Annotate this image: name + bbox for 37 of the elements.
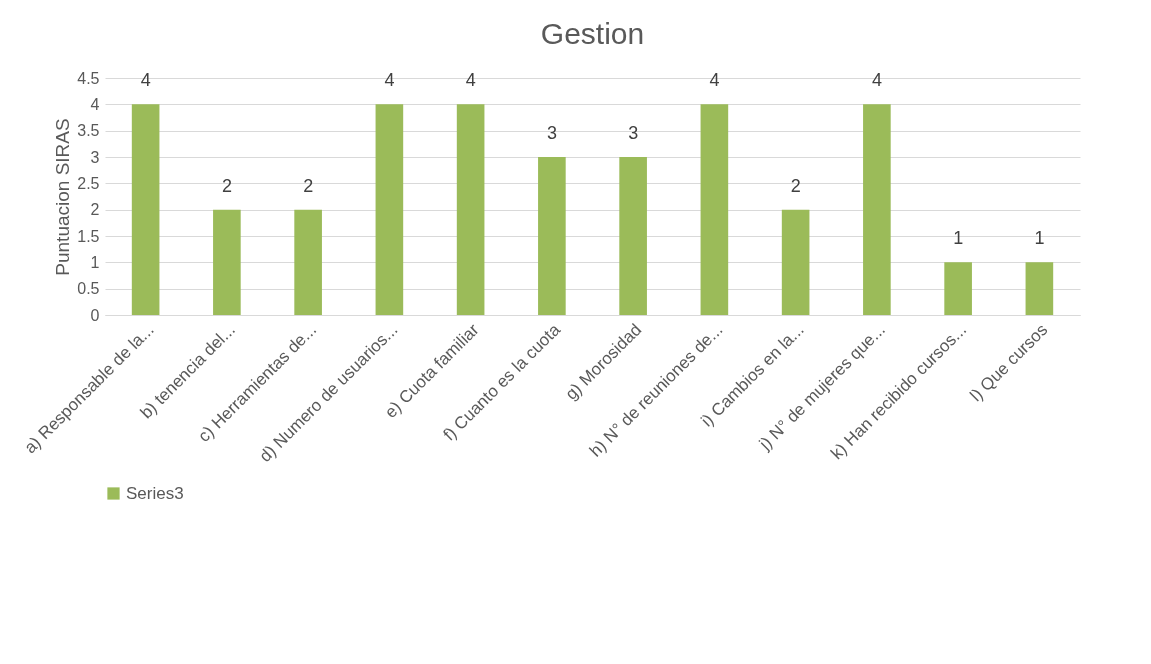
- data-label: 2: [790, 175, 801, 196]
- y-tick-label: 3.5: [77, 122, 100, 140]
- bar: [1025, 262, 1054, 315]
- y-tick-label: 1: [90, 253, 100, 271]
- bar: [131, 104, 160, 315]
- legend-label: Series3: [126, 483, 184, 503]
- data-label: 4: [465, 70, 476, 91]
- y-tick-label: 0.5: [77, 280, 100, 298]
- bar: [700, 104, 729, 315]
- bar: [294, 209, 322, 315]
- bar: [944, 262, 972, 315]
- y-tick-label: 4: [90, 95, 100, 113]
- bar: [781, 209, 810, 315]
- data-label: 4: [871, 70, 882, 91]
- bar: [538, 157, 566, 315]
- bar: [619, 157, 647, 315]
- data-label: 4: [709, 70, 720, 91]
- chart-title: Gestion: [540, 17, 645, 50]
- data-label: 4: [384, 70, 395, 91]
- data-label: 3: [628, 123, 639, 143]
- y-tick-label: 2: [90, 201, 100, 219]
- data-label: 3: [546, 123, 557, 143]
- y-tick-label: 4.5: [77, 69, 100, 87]
- bar: [213, 209, 241, 315]
- data-label: 1: [953, 228, 964, 249]
- data-label: 4: [140, 70, 151, 91]
- y-axis-title: Puntuacion SIRAS: [52, 118, 74, 276]
- data-label: 2: [221, 175, 232, 196]
- bar: [456, 104, 485, 315]
- y-tick-label: 0: [90, 306, 100, 324]
- data-label: 2: [303, 175, 314, 196]
- bar: [375, 104, 404, 315]
- y-tick-label: 3: [90, 148, 100, 166]
- y-tick-label: 1.5: [77, 227, 100, 245]
- data-label: 1: [1034, 228, 1045, 249]
- bar: [863, 104, 891, 315]
- y-tick-label: 2.5: [77, 174, 100, 192]
